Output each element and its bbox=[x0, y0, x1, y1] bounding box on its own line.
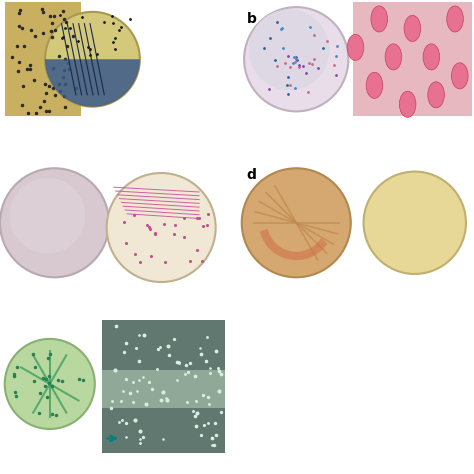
Circle shape bbox=[9, 178, 85, 254]
Circle shape bbox=[45, 12, 140, 107]
Ellipse shape bbox=[385, 44, 401, 70]
Circle shape bbox=[242, 168, 351, 277]
Ellipse shape bbox=[371, 6, 388, 32]
Circle shape bbox=[244, 7, 348, 111]
Ellipse shape bbox=[347, 35, 364, 61]
Text: b: b bbox=[246, 12, 256, 26]
Ellipse shape bbox=[404, 15, 421, 42]
FancyBboxPatch shape bbox=[102, 320, 225, 453]
Circle shape bbox=[0, 168, 109, 277]
Circle shape bbox=[107, 173, 216, 282]
Circle shape bbox=[5, 339, 95, 429]
FancyBboxPatch shape bbox=[5, 2, 81, 116]
Ellipse shape bbox=[366, 73, 383, 99]
Ellipse shape bbox=[447, 6, 463, 32]
Circle shape bbox=[364, 172, 466, 274]
Ellipse shape bbox=[428, 82, 445, 108]
Ellipse shape bbox=[423, 44, 440, 70]
Circle shape bbox=[249, 9, 329, 90]
Text: d: d bbox=[246, 168, 256, 182]
Ellipse shape bbox=[399, 91, 416, 118]
FancyBboxPatch shape bbox=[102, 370, 225, 408]
Ellipse shape bbox=[451, 63, 468, 89]
FancyBboxPatch shape bbox=[353, 2, 472, 116]
